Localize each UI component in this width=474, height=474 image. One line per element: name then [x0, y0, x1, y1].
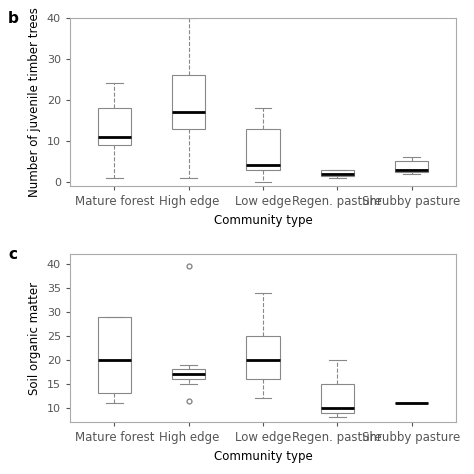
PathPatch shape: [98, 317, 131, 393]
Y-axis label: Number of juvenile timber trees: Number of juvenile timber trees: [28, 7, 41, 197]
PathPatch shape: [395, 161, 428, 172]
Text: b: b: [8, 11, 19, 26]
Text: c: c: [8, 247, 17, 262]
Y-axis label: Soil organic matter: Soil organic matter: [28, 282, 41, 395]
PathPatch shape: [320, 170, 354, 176]
PathPatch shape: [246, 336, 280, 379]
PathPatch shape: [246, 128, 280, 170]
X-axis label: Community type: Community type: [214, 214, 312, 227]
PathPatch shape: [172, 75, 205, 128]
PathPatch shape: [320, 384, 354, 413]
PathPatch shape: [98, 108, 131, 145]
PathPatch shape: [172, 369, 205, 379]
X-axis label: Community type: Community type: [214, 450, 312, 463]
